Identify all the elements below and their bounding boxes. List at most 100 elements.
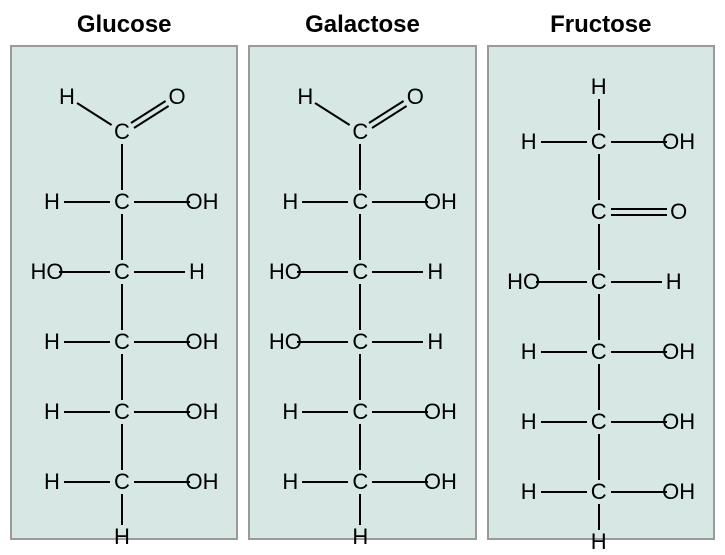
atom-c: C [114, 399, 130, 425]
atom-oh: OH [662, 479, 695, 505]
title-galactose: Galactose [248, 5, 476, 45]
bond [598, 154, 600, 200]
panels-row: HCOCCCCCHHOHHOHHOHHOHHOH HCOCCCCCHHOHHOH… [10, 45, 715, 540]
atom-h: H [44, 469, 60, 495]
bond [302, 201, 348, 203]
bond [359, 144, 361, 190]
mol-galactose: HCOCCCCCHHOHHOHHOHHOHHOH [250, 47, 474, 538]
panel-glucose: HCOCCCCCHHOHHOHHOHHOHHOH [10, 45, 238, 540]
bond [134, 411, 190, 413]
atom-c: C [591, 339, 607, 365]
atom-h: H [59, 84, 75, 110]
atom-h: H [44, 329, 60, 355]
atom-h: H [591, 74, 607, 100]
bond [359, 214, 361, 260]
bond [64, 341, 110, 343]
bond [297, 271, 348, 273]
bond [315, 103, 351, 127]
bond [59, 271, 110, 273]
bond [611, 351, 667, 353]
atom-c: C [114, 329, 130, 355]
mol-fructose: HCHOHCOCHOHCHOHCHOHCHOHH [489, 47, 713, 538]
bond [359, 494, 361, 525]
bond [121, 144, 123, 190]
bond [121, 424, 123, 470]
atom-h: H [521, 409, 537, 435]
bond [302, 481, 348, 483]
bond [64, 201, 110, 203]
atom-c: C [352, 119, 368, 145]
bond [598, 504, 600, 530]
bond [121, 284, 123, 330]
bond [134, 271, 185, 273]
atom-c: C [591, 269, 607, 295]
atom-ho: HO [269, 259, 302, 285]
bond [598, 364, 600, 410]
bond [611, 491, 667, 493]
atom-c: C [114, 469, 130, 495]
bond [598, 224, 600, 270]
atom-c: C [352, 469, 368, 495]
bond [121, 214, 123, 260]
atom-h: H [282, 399, 298, 425]
bond [134, 481, 190, 483]
atom-h: H [521, 339, 537, 365]
atom-o: O [407, 84, 424, 110]
atom-c: C [114, 119, 130, 145]
atom-o: O [670, 199, 687, 225]
atom-c: C [352, 329, 368, 355]
atom-h: H [521, 129, 537, 155]
bond [541, 141, 587, 143]
atom-oh: OH [662, 409, 695, 435]
atom-oh: OH [662, 129, 695, 155]
atom-o: O [168, 84, 185, 110]
atom-h: H [427, 329, 443, 355]
atom-ho: HO [269, 329, 302, 355]
atom-h: H [189, 259, 205, 285]
bond [302, 411, 348, 413]
panel-galactose: HCOCCCCCHHOHHOHHOHHOHHOH [248, 45, 476, 540]
bond [598, 99, 600, 130]
bond [611, 141, 667, 143]
atom-h: H [427, 259, 443, 285]
bond [598, 294, 600, 340]
atom-oh: OH [424, 469, 457, 495]
atom-h: H [352, 524, 368, 550]
bond [134, 201, 190, 203]
atom-c: C [114, 259, 130, 285]
bond [77, 103, 113, 127]
bond [598, 434, 600, 480]
atom-oh: OH [424, 399, 457, 425]
bond [121, 494, 123, 525]
atom-ho: HO [507, 269, 540, 295]
title-glucose: Glucose [10, 5, 238, 45]
atom-c: C [352, 399, 368, 425]
panel-fructose: HCHOHCOCHOHCHOHCHOHCHOHH [487, 45, 715, 540]
bond [541, 491, 587, 493]
title-fructose: Fructose [487, 5, 715, 45]
bond [359, 424, 361, 470]
bond [134, 341, 190, 343]
bond [536, 281, 587, 283]
bond [121, 354, 123, 400]
atom-c: C [591, 199, 607, 225]
atom-oh: OH [186, 469, 219, 495]
atom-h: H [44, 189, 60, 215]
titles-row: Glucose Galactose Fructose [10, 5, 715, 45]
atom-ho: HO [31, 259, 64, 285]
bond [372, 481, 428, 483]
atom-oh: OH [186, 189, 219, 215]
atom-oh: OH [186, 329, 219, 355]
figure-wrap: Glucose Galactose Fructose HCOCCCCCHHOHH… [0, 0, 725, 550]
atom-oh: OH [424, 189, 457, 215]
atom-h: H [282, 189, 298, 215]
atom-c: C [114, 189, 130, 215]
bond [359, 284, 361, 330]
atom-c: C [591, 409, 607, 435]
atom-h: H [521, 479, 537, 505]
bond [372, 411, 428, 413]
atom-c: C [591, 129, 607, 155]
atom-h: H [44, 399, 60, 425]
bond [64, 411, 110, 413]
double-bond [611, 208, 667, 210]
